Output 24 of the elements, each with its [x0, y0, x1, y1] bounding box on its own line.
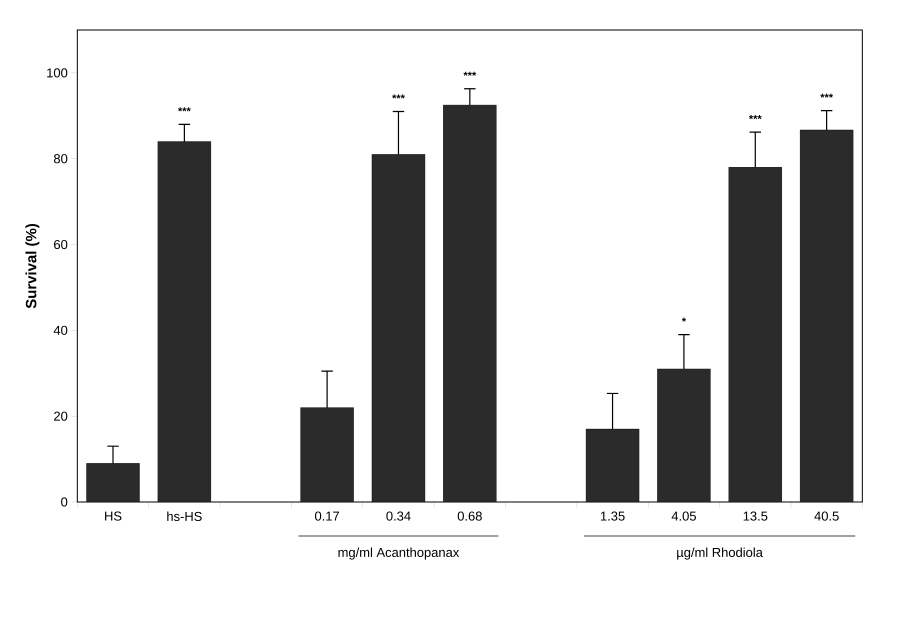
x-tick-label: 1.35 [600, 512, 625, 521]
y-tick-label: 100 [47, 68, 68, 78]
x-tick-label: 4.05 [672, 512, 696, 521]
x-tick-label: HS [105, 512, 122, 521]
x-tick-label: 40.5 [814, 512, 839, 521]
annotation: *** [748, 115, 762, 120]
x-tick-label: hs-HS [167, 512, 202, 522]
y-axis-title: Survival (%) [25, 224, 40, 308]
annotation: *** [178, 107, 191, 112]
x-tick-label: 0.34 [386, 512, 411, 521]
text: mg/ml Acanthopanax [338, 548, 460, 560]
y-tick-label: 20 [54, 412, 68, 421]
y-tick-label: 40 [54, 326, 68, 335]
annotation: *** [463, 72, 476, 76]
y-tick-label: 0 [61, 497, 68, 507]
y-tick-label: 80 [54, 154, 68, 164]
y-tick-label: 60 [54, 240, 68, 250]
x-tick-label: 0.68 [458, 512, 482, 521]
x-tick-label: 13.5 [744, 512, 768, 521]
annotation: * [682, 318, 686, 322]
text: µg/ml Rhodiola [677, 548, 763, 560]
x-tick-label: 0.17 [314, 512, 340, 521]
annotation: *** [392, 94, 405, 99]
annotation: *** [820, 94, 834, 98]
